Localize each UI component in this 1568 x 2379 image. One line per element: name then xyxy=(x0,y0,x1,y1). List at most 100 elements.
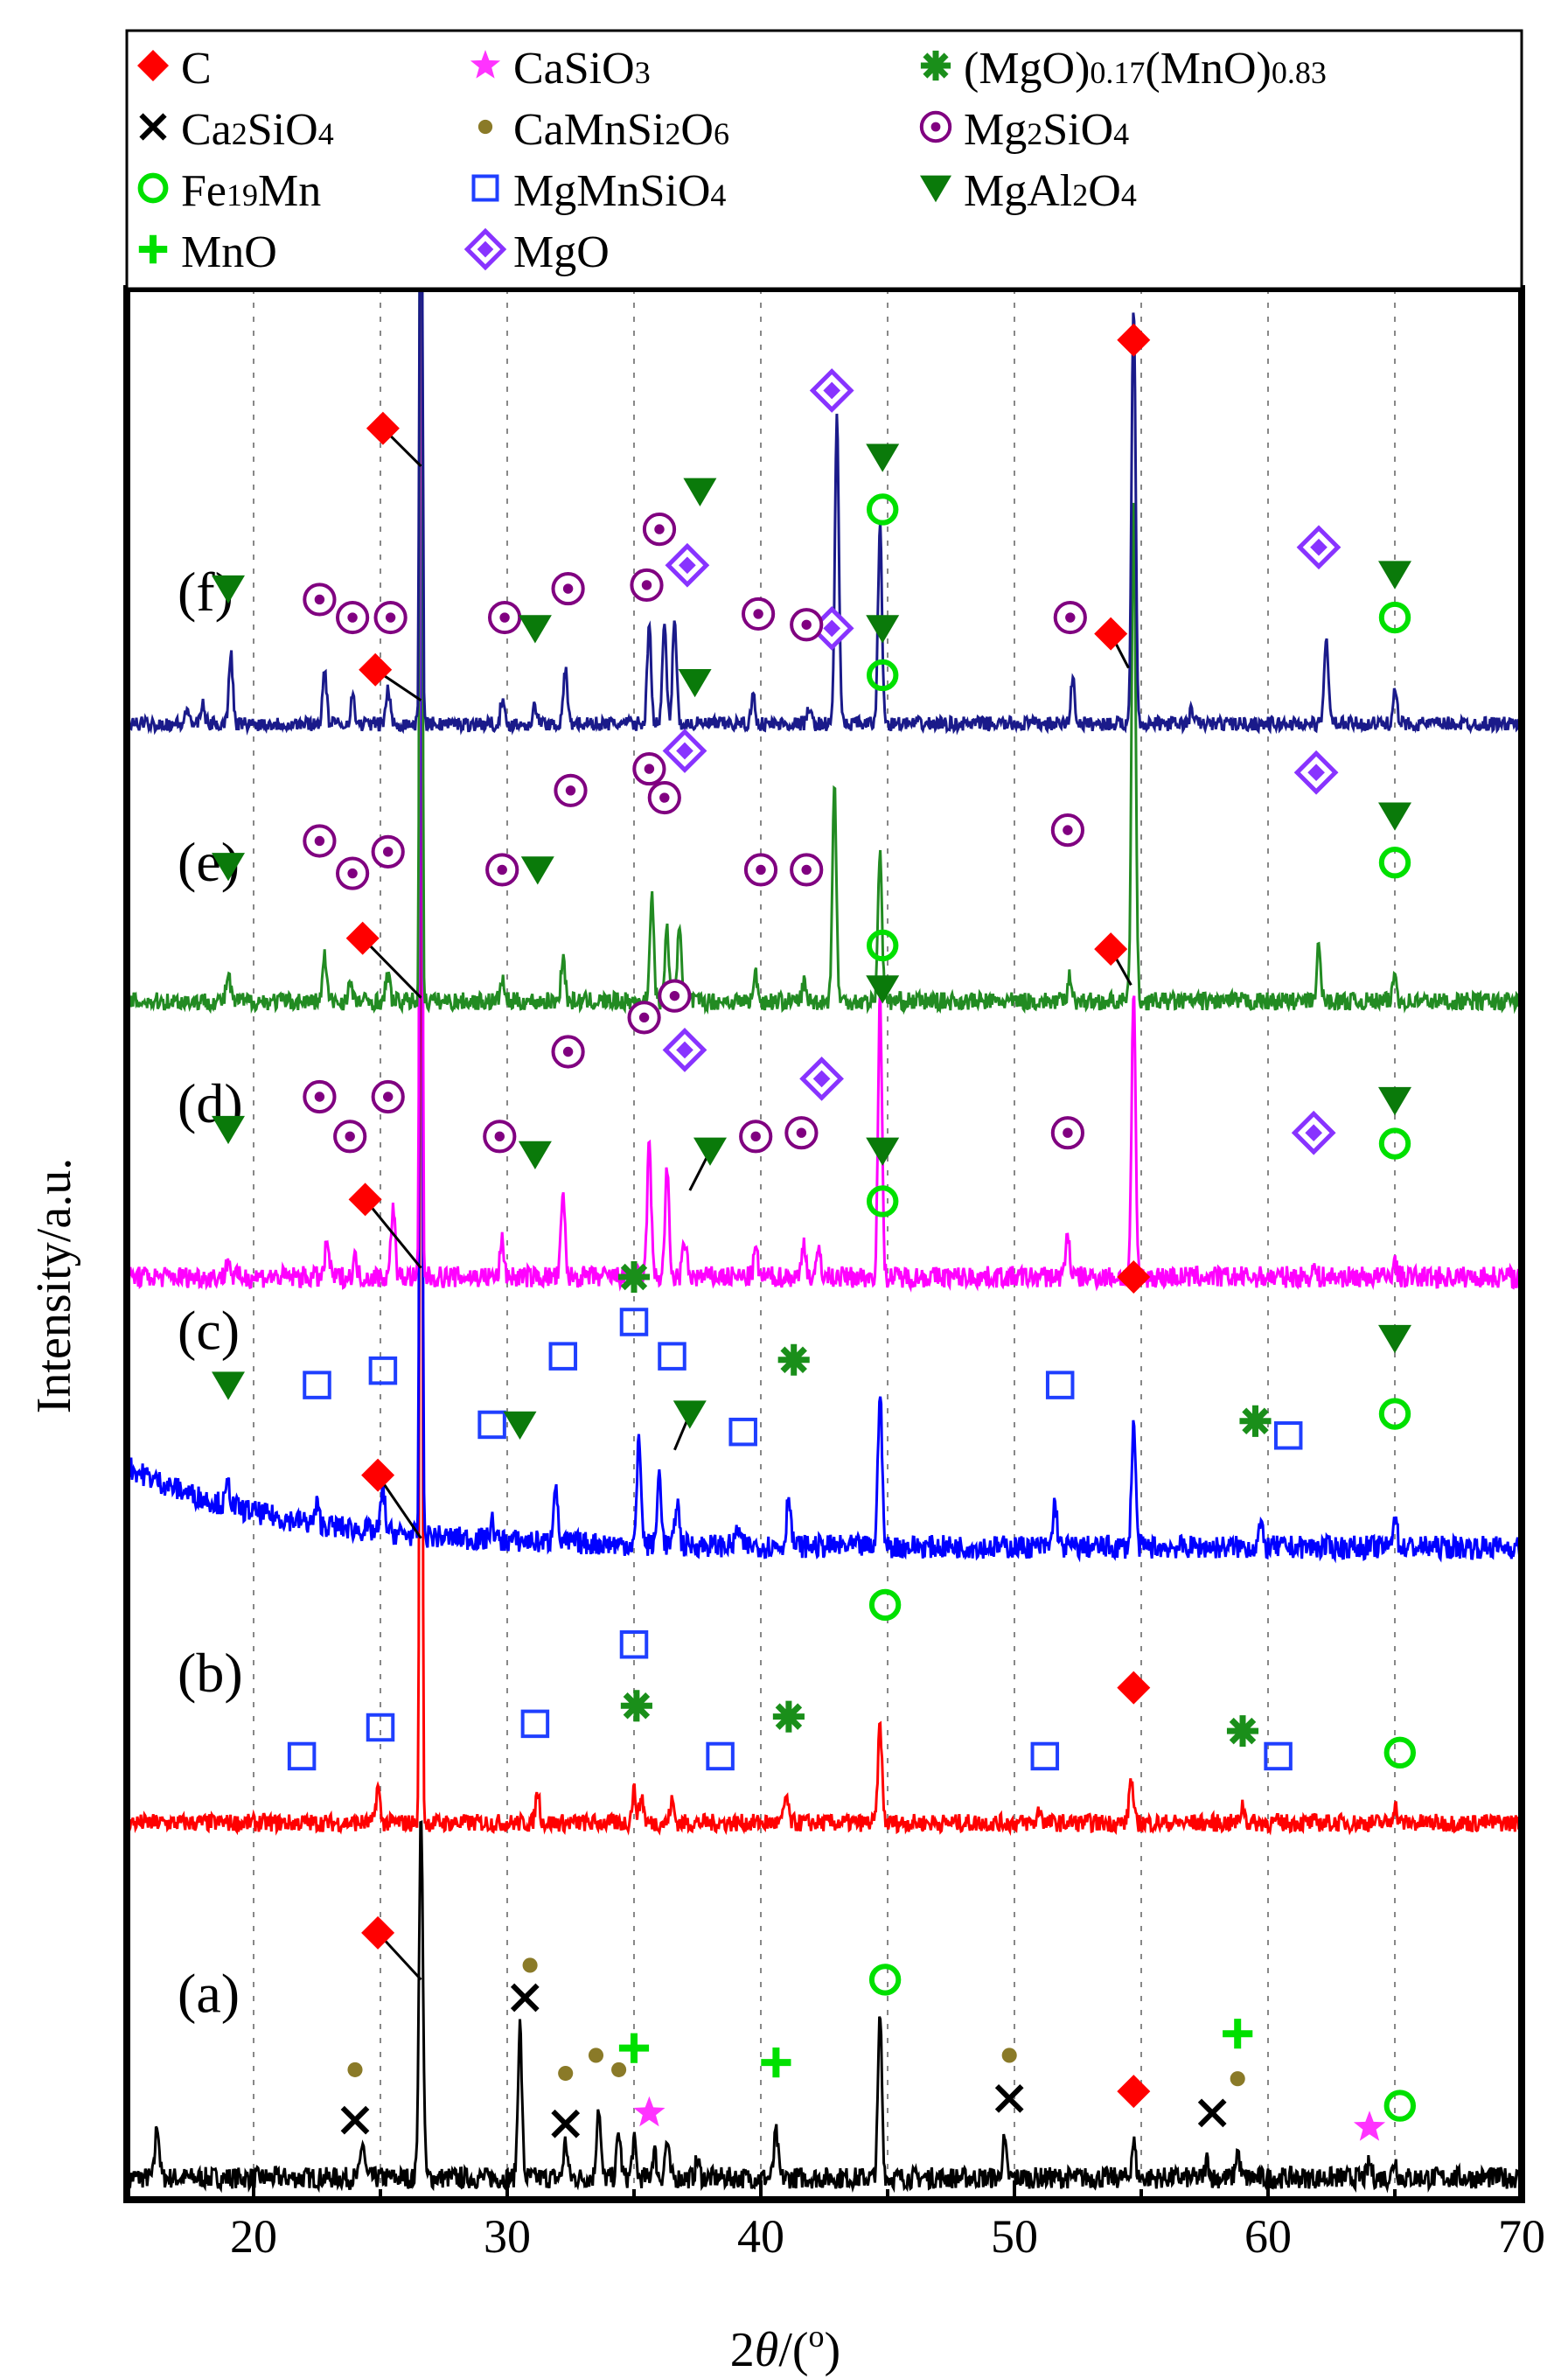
series-c-marker-ring-14-shape xyxy=(867,1185,899,1217)
legend-label-MgO_MnO: (MgO)0.17(MnO)0.83 xyxy=(964,44,1327,94)
legend-label-MgAl2O4: MgAl2O4 xyxy=(964,166,1137,216)
series-d-marker-ring-dot-13 xyxy=(784,1116,819,1150)
series-c-marker-square-6-shape xyxy=(548,1342,578,1371)
series-f-marker-ring-dot-17 xyxy=(1053,600,1087,635)
series-e-marker-ring-dot-2-inner xyxy=(314,835,325,847)
series-layer: (a)(b)(c)(d)(e)(f) xyxy=(126,289,1522,2194)
series-b-marker-square-1 xyxy=(287,1741,317,1771)
series-c-marker-asterisk-17-shape xyxy=(1239,1405,1272,1437)
series-d-marker-ring-dot-12-inner xyxy=(750,1131,761,1142)
series-f-marker-ring-16-shape xyxy=(867,493,899,526)
series-b-marker-diamond-0 xyxy=(361,1458,395,1492)
series-d-marker-triangle-16 xyxy=(866,975,900,1004)
series-d-marker-ring-dot-17-inner xyxy=(1063,1127,1073,1138)
series-b-marker-square-3-shape xyxy=(520,1709,550,1739)
series-e-marker-ring-dot-9-inner xyxy=(644,764,655,774)
series-e-marker-ring-dot-5-inner xyxy=(497,864,507,876)
series-e-marker-ring-dot-3 xyxy=(336,856,370,890)
series-d-marker-ring-dot-13-inner xyxy=(796,1127,807,1138)
legend-label-part: 0.17 xyxy=(1090,55,1145,90)
series-a-marker-cross-4 xyxy=(510,1983,540,2013)
legend-label-CaSiO3: CaSiO3 xyxy=(513,44,651,94)
series-d-marker-ring-21-shape xyxy=(1378,1127,1411,1160)
series-b-marker-square-9-shape xyxy=(1030,1741,1060,1771)
series-a-marker-diamond-15 xyxy=(1117,2075,1151,2109)
series-c-marker-square-9 xyxy=(658,1342,686,1371)
series-d-marker-ring-dot-7 xyxy=(551,1035,585,1069)
series-a-marker-dot-3 xyxy=(522,1957,538,1973)
series-a-marker-diamond-15-shape xyxy=(1117,2075,1151,2109)
series-e-marker-diamond-18 xyxy=(1094,617,1128,651)
legend-marker-Mg2SiO4 xyxy=(919,110,952,143)
legend-marker-MgMnSiO4 xyxy=(471,174,499,202)
series-d-marker-ring-dot-17 xyxy=(1050,1116,1085,1150)
series-e-marker-diamond-box-19-inner xyxy=(1307,764,1325,782)
series-a-marker-dot-13 xyxy=(1001,2048,1017,2063)
series-d-marker-diamond-box-14-inner xyxy=(812,1070,831,1088)
series-b-marker-square-2-shape xyxy=(366,1713,395,1742)
legend-label-part: MgAl xyxy=(964,166,1072,216)
legend-label-part: 2 xyxy=(665,116,680,151)
series-a-label: (a) xyxy=(178,1962,240,2024)
series-f-marker-ring-dot-5 xyxy=(488,600,522,635)
series-a-marker-dot-17 xyxy=(1230,2071,1245,2087)
series-a-marker-cross-2 xyxy=(340,2105,370,2135)
series-c-marker-square-2 xyxy=(303,1371,331,1399)
series-b-marker-asterisk-5 xyxy=(620,1690,652,1722)
series-c-marker-square-6 xyxy=(548,1342,578,1371)
series-b-marker-square-2 xyxy=(366,1713,395,1742)
series-e-marker-ring-dot-13-inner xyxy=(801,864,812,876)
legend-label-part: 3 xyxy=(635,55,651,90)
series-c-marker-diamond-16-shape xyxy=(1117,1260,1151,1294)
series-e-marker-ring-dot-11-inner xyxy=(659,792,670,803)
series-c-marker-triangle-10 xyxy=(672,1400,707,1429)
series-d-marker-diamond-0-shape xyxy=(345,921,380,955)
legend-label-part: CaSiO xyxy=(513,44,635,94)
legend-marker-MgAl2O4 xyxy=(920,175,951,203)
series-d-marker-ring-dot-2 xyxy=(303,1079,337,1114)
series-a-marker-cross-6 xyxy=(551,2109,581,2138)
legend-label-part: 0.83 xyxy=(1272,55,1327,90)
series-d-marker-triangle-20 xyxy=(1378,1086,1411,1116)
series-a-marker-diamond-0 xyxy=(361,1915,395,1950)
series-e-marker-ring-dot-9 xyxy=(632,751,666,786)
series-e-marker-triangle-20-shape xyxy=(1378,802,1411,831)
series-f-marker-ring-dot-7-inner xyxy=(562,583,574,594)
series-e-marker-ring-dot-7-inner xyxy=(565,785,576,796)
series-a-marker-cross-2-shape xyxy=(340,2105,370,2135)
series-f-marker-ring-dot-12-inner xyxy=(753,609,763,619)
legend-label-part: 2 xyxy=(1027,116,1042,151)
series-d-marker-ring-dot-3-inner xyxy=(345,1131,355,1142)
series-c-marker-ring-14 xyxy=(867,1185,899,1217)
series-f-marker-triangle-20 xyxy=(1378,561,1411,590)
series-e-marker-triangle-15-shape xyxy=(866,615,900,644)
series-e-marker-triangle-8-shape xyxy=(678,669,712,698)
legend-marker-Fe19Mn-shape xyxy=(137,172,169,204)
series-f-marker-ring-dot-13-inner xyxy=(801,619,812,630)
legend-label-Mg2SiO4: Mg2SiO4 xyxy=(964,105,1129,155)
series-c-marker-asterisk-7 xyxy=(617,1260,651,1294)
series-c-marker-triangle-19 xyxy=(1378,1324,1411,1354)
series-b-marker-square-6 xyxy=(706,1741,735,1771)
legend-marker-Mg2SiO4-inner xyxy=(930,122,941,132)
series-f-marker-ring-21 xyxy=(1378,601,1411,634)
series-f-marker-diamond-box-19-inner xyxy=(1310,538,1328,556)
x-tick-label-30: 30 xyxy=(484,2210,531,2263)
axes-layer: 20 30 40 50 60 70 xyxy=(123,285,1545,2263)
x-tick-label-70: 70 xyxy=(1498,2210,1545,2263)
legend-label-MgO: MgO xyxy=(513,227,610,277)
series-f-marker-ring-dot-9-inner xyxy=(654,524,665,534)
series-a-marker-ring-12-shape xyxy=(868,1964,902,1996)
series-a-marker-dot-8-shape xyxy=(611,2062,627,2077)
legend-marker-MgO-inner xyxy=(477,241,494,258)
series-a-marker-dot-1 xyxy=(347,2062,363,2077)
series-a-marker-plus-9-shape xyxy=(618,2033,650,2063)
series-f-line xyxy=(126,289,1522,736)
series-c-marker-square-3 xyxy=(368,1356,398,1385)
series-c-marker-square-8-shape xyxy=(619,1308,649,1336)
legend-label-Fe19Mn: Fe19Mn xyxy=(181,166,321,216)
series-c-marker-ring-20-shape xyxy=(1378,1398,1411,1430)
series-e-marker-ring-dot-17-inner xyxy=(1063,825,1073,835)
series-a-marker-ring-20 xyxy=(1383,2089,1417,2122)
